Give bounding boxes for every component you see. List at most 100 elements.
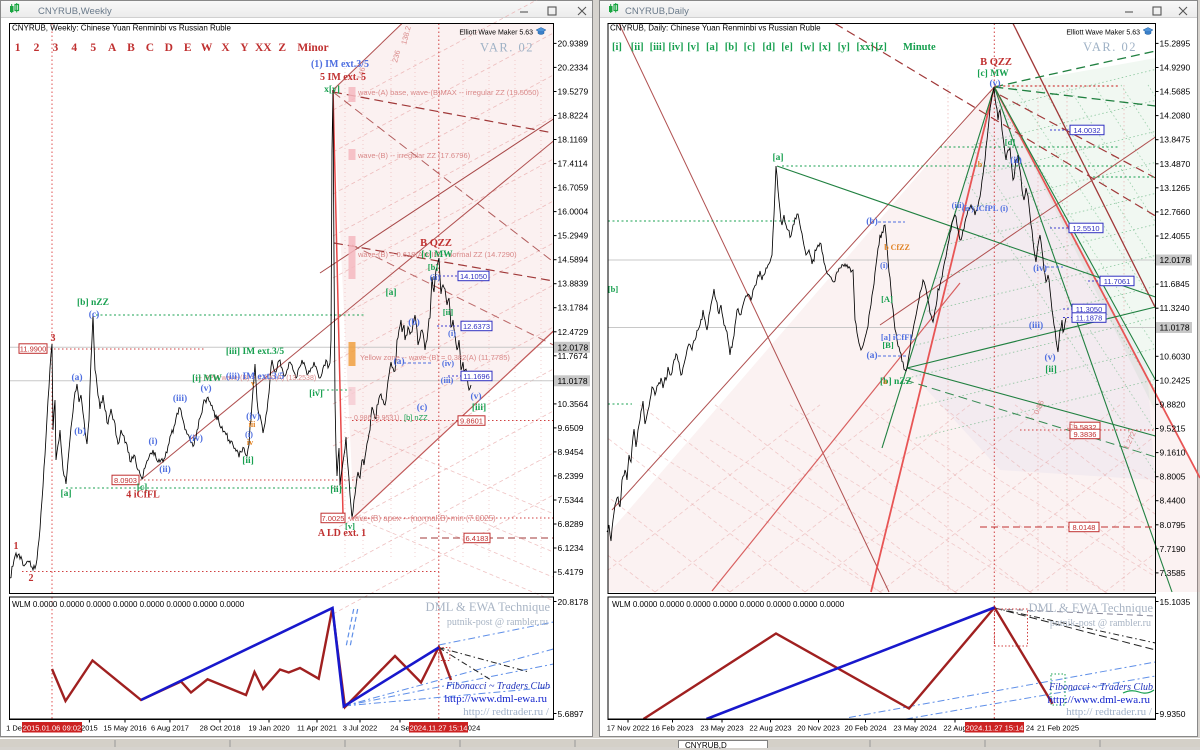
svg-text:14.2080: 14.2080 — [1160, 111, 1191, 121]
svg-text:12.4729: 12.4729 — [558, 327, 589, 337]
svg-text:13.8475: 13.8475 — [1160, 135, 1191, 145]
svg-text:2: 2 — [29, 573, 34, 584]
svg-text:236: 236 — [390, 49, 402, 63]
svg-text:6.1234: 6.1234 — [558, 543, 584, 553]
svg-text:[ii]: [ii] — [242, 456, 254, 466]
svg-text:23 May 2023: 23 May 2023 — [700, 724, 743, 733]
svg-text:11.7061: 11.7061 — [1104, 277, 1131, 286]
svg-text:[a]: [a] — [706, 42, 718, 53]
svg-text:9.9350: 9.9350 — [1160, 709, 1186, 719]
svg-text:11.0178: 11.0178 — [1160, 323, 1190, 333]
svg-text:7.0025: 7.0025 — [322, 514, 345, 523]
svg-text:XX: XX — [255, 42, 272, 54]
svg-text:[B]: [B] — [882, 340, 894, 350]
svg-text:23 May 2024: 23 May 2024 — [893, 724, 936, 733]
svg-text:4 iCfFL: 4 iCfFL — [126, 490, 160, 501]
svg-text:Minute: Minute — [903, 42, 936, 53]
svg-text:(b): (b) — [74, 426, 86, 437]
svg-text:(b): (b) — [866, 216, 878, 227]
svg-text:[e]: [e] — [781, 42, 793, 53]
svg-text:13.4870: 13.4870 — [1160, 159, 1191, 169]
svg-text:[a]: [a] — [60, 489, 71, 499]
svg-text:2015.01.06 09:02: 2015.01.06 09:02 — [23, 724, 81, 733]
svg-text:(b): (b) — [408, 317, 420, 328]
svg-text:2024.11.27 15:14: 2024.11.27 15:14 — [966, 724, 1024, 733]
svg-text:12.6373: 12.6373 — [463, 322, 490, 331]
svg-text:--- RPM wave-(B) = 0.500(A) (1: --- RPM wave-(B) = 0.500(A) (13.2538) — [195, 375, 316, 382]
svg-text:W: W — [201, 42, 213, 54]
svg-text:E: E — [184, 42, 192, 54]
svg-text:http://www.dml-ewa.ru: http://www.dml-ewa.ru — [444, 693, 547, 705]
svg-text:22 Aug 2023: 22 Aug 2023 — [749, 724, 791, 733]
svg-text:24: 24 — [1026, 724, 1034, 733]
svg-text:(a): (a) — [71, 372, 82, 383]
svg-text:[y]: [y] — [838, 42, 850, 53]
svg-text:6 Aug 2017: 6 Aug 2017 — [151, 724, 189, 733]
svg-text:[i] MW: [i] MW — [192, 374, 222, 384]
svg-text:(iv) iCfPL (i): (iv) iCfPL (i) — [962, 203, 1008, 213]
svg-text:(ii): (ii) — [1010, 155, 1022, 166]
svg-text:X: X — [221, 42, 230, 54]
svg-text:3 Jul 2022: 3 Jul 2022 — [343, 724, 378, 733]
svg-text:9.5832: 9.5832 — [1074, 423, 1097, 432]
svg-text:8.4400: 8.4400 — [1160, 496, 1186, 506]
svg-text:2: 2 — [34, 42, 40, 54]
svg-text:CNYRUB, Weekly: Chinese Yuan: CNYRUB, Weekly: Chinese Yuan Renminbi vs… — [12, 24, 231, 33]
svg-text:16.7059: 16.7059 — [558, 183, 589, 193]
svg-text:1 De: 1 De — [6, 724, 22, 733]
svg-text:10.2425: 10.2425 — [1160, 375, 1191, 385]
svg-text:[a] iCfFL: [a] iCfFL — [881, 332, 916, 342]
svg-text:(a): (a) — [393, 356, 404, 367]
svg-text:C: C — [146, 42, 154, 54]
svg-text:[ii]: [ii] — [1045, 365, 1057, 375]
svg-text:Fibonacci ~ Traders Club: Fibonacci ~ Traders Club — [445, 681, 550, 692]
svg-text:DML & EWA Technique: DML & EWA Technique — [1029, 601, 1154, 615]
svg-text:Elliott Wave Maker 5.63: Elliott Wave Maker 5.63 — [1066, 30, 1140, 37]
svg-text:[a]: [a] — [385, 288, 396, 298]
svg-text:14.5894: 14.5894 — [558, 255, 589, 265]
svg-text:19.5279: 19.5279 — [558, 87, 589, 97]
svg-text:--- 0.986 (9.9531): --- 0.986 (9.9531) — [345, 415, 399, 422]
svg-text:http:// redtrader.ru /: http:// redtrader.ru / — [463, 706, 550, 718]
svg-text:[v]: [v] — [687, 42, 699, 53]
svg-text:[c] MW: [c] MW — [421, 250, 453, 260]
svg-text:[x]: [x] — [819, 42, 831, 53]
svg-text:4: 4 — [71, 42, 77, 54]
svg-text:1: 1 — [14, 541, 19, 552]
svg-text:11.1878: 11.1878 — [1076, 314, 1103, 323]
svg-text:7.7190: 7.7190 — [1160, 544, 1186, 554]
svg-text:(c): (c) — [89, 309, 100, 320]
svg-text:20.8178: 20.8178 — [558, 597, 589, 607]
svg-text:[ii]: [ii] — [330, 485, 342, 495]
svg-text:A: A — [108, 42, 117, 54]
svg-text:WLM 0.0000 0.0000 0.0000 0.000: WLM 0.0000 0.0000 0.0000 0.0000 0.0000 0… — [612, 600, 845, 609]
svg-text:wave-(B) apex -- (normal-B)-mi: wave-(B) apex -- (normal-B)-min (7.0025) — [348, 514, 496, 523]
svg-text:1: 1 — [15, 42, 21, 54]
svg-text:(iii) IM ext.3/5: (iii) IM ext.3/5 — [226, 371, 285, 382]
svg-text:6.8289: 6.8289 — [558, 519, 584, 529]
svg-text:2015: 2015 — [81, 724, 98, 733]
svg-text:a: a — [883, 377, 887, 386]
svg-text:11.3240: 11.3240 — [1160, 303, 1190, 313]
svg-text:[c] MW: [c] MW — [977, 69, 1009, 79]
svg-text:VAR. 02: VAR. 02 — [480, 41, 534, 55]
svg-text:11.7674: 11.7674 — [558, 351, 588, 361]
svg-text:14.5685: 14.5685 — [1160, 87, 1191, 97]
svg-text:(i): (i) — [245, 429, 253, 439]
svg-text:[A]: [A] — [881, 294, 893, 304]
svg-text:DML & EWA Technique: DML & EWA Technique — [426, 600, 551, 614]
svg-text:12.7660: 12.7660 — [1160, 207, 1191, 217]
svg-text:024: 024 — [468, 724, 481, 733]
svg-text:putnik-post @ rambler.ru: putnik-post @ rambler.ru — [1050, 618, 1151, 629]
svg-text:5 IM ext. 5: 5 IM ext. 5 — [320, 72, 366, 83]
svg-text:11 Apr 2021: 11 Apr 2021 — [297, 724, 337, 733]
svg-text:17.4114: 17.4114 — [558, 159, 588, 169]
svg-text:[c]: [c] — [137, 483, 148, 493]
svg-text:(v): (v) — [989, 78, 1000, 89]
svg-text:[iii]: [iii] — [472, 403, 486, 413]
svg-text:28 Oct 2018: 28 Oct 2018 — [200, 724, 241, 733]
svg-text:[b]: [b] — [608, 284, 619, 294]
svg-text:20.2334: 20.2334 — [558, 62, 589, 72]
svg-text:D: D — [165, 42, 173, 54]
svg-text:[iv]: [iv] — [309, 389, 323, 399]
